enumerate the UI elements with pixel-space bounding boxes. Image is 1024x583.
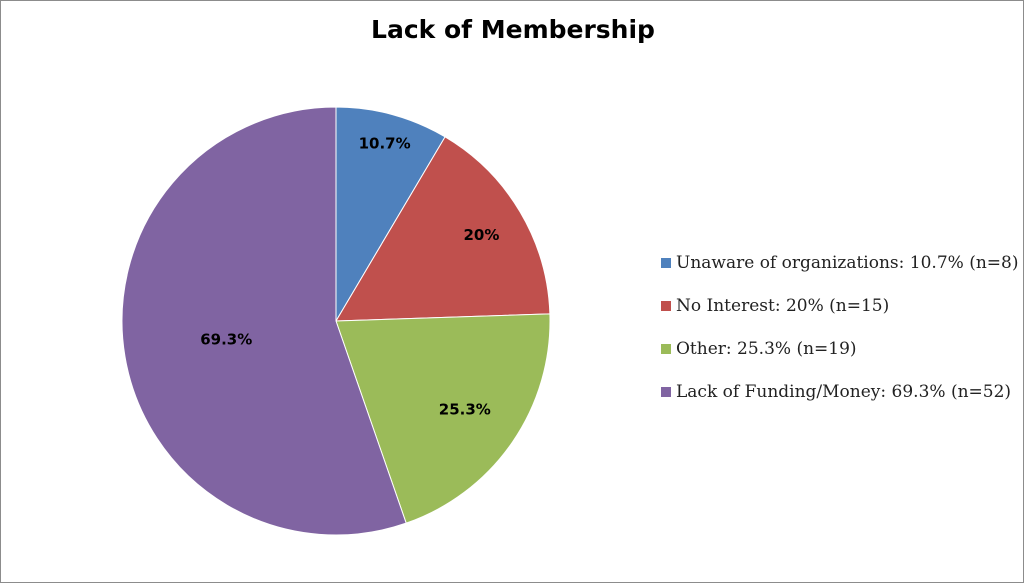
pie-slice [335,313,551,524]
data-label: 69.3% [200,331,252,349]
legend-item-no-interest: No Interest: 20% (n=15) [661,294,1018,317]
legend-label: Unaware of organizations: 10.7% (n=8) [676,252,1019,273]
data-label: 20% [464,226,500,244]
legend-label: No Interest: 20% (n=15) [676,295,890,316]
data-label: 10.7% [359,134,411,152]
legend-label: Other: 25.3% (n=19) [676,338,857,359]
legend-swatch [661,257,671,268]
legend-label: Lack of Funding/Money: 69.3% (n=52) [676,381,1012,402]
data-label: 25.3% [439,400,491,418]
pie-slice [121,106,407,536]
legend-item-other: Other: 25.3% (n=19) [661,337,1018,360]
legend-swatch [661,386,671,397]
legend-item-lack-of-funding: Lack of Funding/Money: 69.3% (n=52) [661,380,1018,403]
legend: Unaware of organizations: 10.7% (n=8) No… [661,251,1018,423]
chart-title: Lack of Membership [371,15,655,44]
legend-item-unaware: Unaware of organizations: 10.7% (n=8) [661,251,1018,274]
pie-slice [335,136,551,322]
pie-slice [335,106,446,323]
legend-swatch [661,300,671,311]
legend-swatch [661,343,671,354]
